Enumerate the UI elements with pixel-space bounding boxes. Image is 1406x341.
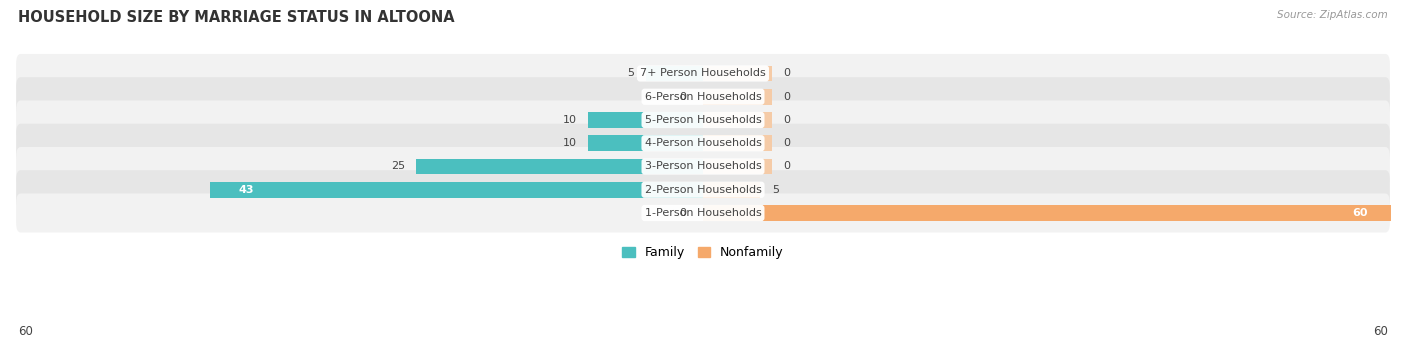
Text: 10: 10 (562, 115, 576, 125)
Text: 2-Person Households: 2-Person Households (644, 185, 762, 195)
Bar (588, 135, 703, 151)
Text: 0: 0 (783, 162, 790, 172)
FancyBboxPatch shape (15, 170, 1391, 209)
Text: 4-Person Households: 4-Person Households (644, 138, 762, 148)
FancyBboxPatch shape (15, 77, 1391, 116)
FancyBboxPatch shape (15, 193, 1391, 233)
Text: 0: 0 (783, 115, 790, 125)
FancyBboxPatch shape (15, 124, 1391, 163)
Text: HOUSEHOLD SIZE BY MARRIAGE STATUS IN ALTOONA: HOUSEHOLD SIZE BY MARRIAGE STATUS IN ALT… (18, 10, 456, 25)
Text: 10: 10 (562, 138, 576, 148)
Text: 5: 5 (772, 185, 779, 195)
Text: 5-Person Households: 5-Person Households (644, 115, 762, 125)
FancyBboxPatch shape (15, 54, 1391, 93)
Text: 6-Person Households: 6-Person Households (644, 92, 762, 102)
Text: 25: 25 (391, 162, 405, 172)
Text: 0: 0 (783, 92, 790, 102)
FancyBboxPatch shape (15, 147, 1391, 186)
Bar (703, 135, 772, 151)
Text: 60: 60 (1353, 208, 1368, 218)
Bar (703, 182, 761, 198)
Text: Source: ZipAtlas.com: Source: ZipAtlas.com (1277, 10, 1388, 20)
Text: 0: 0 (783, 138, 790, 148)
Text: 0: 0 (679, 208, 686, 218)
Text: 0: 0 (679, 92, 686, 102)
Text: 5: 5 (627, 69, 634, 78)
Bar (703, 159, 772, 174)
Bar (703, 205, 1391, 221)
Bar (588, 112, 703, 128)
Bar (703, 112, 772, 128)
FancyBboxPatch shape (15, 101, 1391, 139)
Text: 7+ Person Households: 7+ Person Households (640, 69, 766, 78)
Text: 60: 60 (18, 325, 34, 338)
Bar (416, 159, 703, 174)
Text: 3-Person Households: 3-Person Households (644, 162, 762, 172)
Bar (209, 182, 703, 198)
Text: 43: 43 (239, 185, 254, 195)
Bar (703, 65, 772, 81)
Legend: Family, Nonfamily: Family, Nonfamily (617, 241, 789, 264)
Text: 60: 60 (1372, 325, 1388, 338)
Bar (703, 89, 772, 105)
Text: 0: 0 (783, 69, 790, 78)
Text: 1-Person Households: 1-Person Households (644, 208, 762, 218)
Bar (645, 65, 703, 81)
